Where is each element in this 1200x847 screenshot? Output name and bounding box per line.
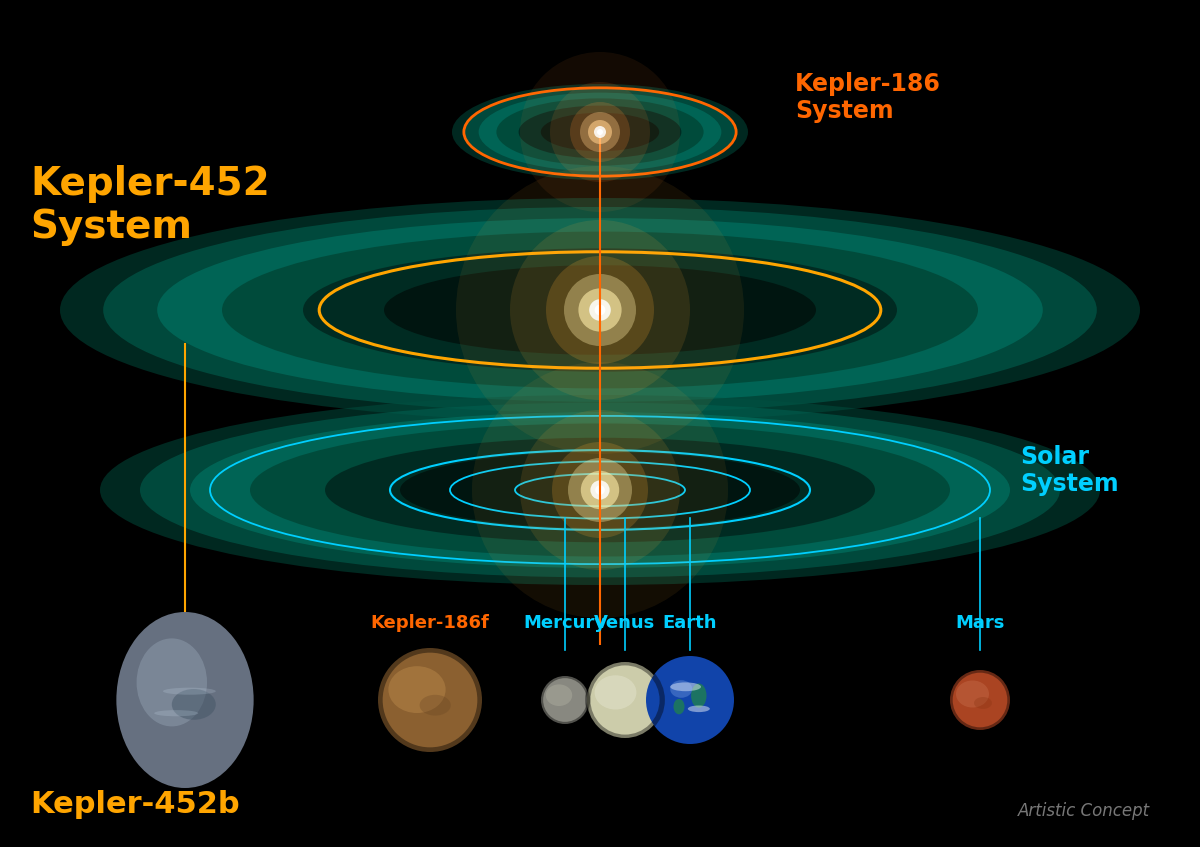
Ellipse shape — [479, 92, 721, 171]
Ellipse shape — [588, 120, 612, 144]
Ellipse shape — [598, 129, 604, 135]
Ellipse shape — [570, 102, 630, 162]
Ellipse shape — [564, 274, 636, 346]
Ellipse shape — [420, 695, 451, 716]
Ellipse shape — [302, 248, 898, 372]
Ellipse shape — [550, 82, 650, 182]
Ellipse shape — [581, 471, 619, 509]
Ellipse shape — [546, 684, 572, 706]
Ellipse shape — [956, 680, 989, 707]
Ellipse shape — [250, 424, 950, 556]
Text: Venus: Venus — [594, 614, 655, 632]
Text: Mercury: Mercury — [523, 614, 606, 632]
Text: Kepler-186f: Kepler-186f — [371, 614, 490, 632]
Ellipse shape — [456, 166, 744, 454]
Ellipse shape — [389, 667, 445, 713]
Ellipse shape — [587, 662, 662, 738]
Ellipse shape — [472, 362, 728, 618]
Ellipse shape — [546, 256, 654, 364]
Ellipse shape — [671, 680, 692, 698]
Ellipse shape — [594, 126, 606, 138]
Ellipse shape — [595, 305, 606, 315]
Ellipse shape — [190, 412, 1010, 567]
Ellipse shape — [378, 648, 482, 752]
Ellipse shape — [400, 452, 800, 528]
Ellipse shape — [497, 98, 703, 166]
Ellipse shape — [595, 675, 636, 710]
Ellipse shape — [172, 689, 216, 720]
Ellipse shape — [510, 220, 690, 400]
Ellipse shape — [590, 480, 610, 500]
Text: Kepler-452b: Kepler-452b — [30, 790, 240, 819]
Text: Earth: Earth — [662, 614, 718, 632]
Ellipse shape — [568, 458, 632, 522]
Ellipse shape — [100, 395, 1100, 585]
Text: Kepler-186
System: Kepler-186 System — [796, 72, 941, 123]
Ellipse shape — [103, 207, 1097, 413]
Text: Mars: Mars — [955, 614, 1004, 632]
Text: Kepler-452
System: Kepler-452 System — [30, 165, 270, 246]
Ellipse shape — [157, 219, 1043, 401]
Ellipse shape — [589, 299, 611, 321]
Ellipse shape — [384, 265, 816, 355]
Ellipse shape — [60, 198, 1140, 422]
Ellipse shape — [541, 113, 659, 152]
Ellipse shape — [671, 683, 701, 691]
Ellipse shape — [580, 112, 620, 152]
Ellipse shape — [137, 639, 208, 727]
Ellipse shape — [140, 402, 1060, 578]
Ellipse shape — [541, 676, 589, 724]
Ellipse shape — [950, 670, 1010, 730]
Ellipse shape — [688, 706, 710, 712]
Ellipse shape — [578, 288, 622, 331]
Ellipse shape — [518, 106, 682, 158]
Ellipse shape — [116, 612, 253, 788]
Ellipse shape — [520, 52, 680, 212]
Ellipse shape — [691, 684, 707, 708]
Ellipse shape — [154, 710, 198, 717]
Ellipse shape — [464, 88, 736, 176]
Ellipse shape — [595, 485, 605, 495]
Ellipse shape — [452, 84, 748, 180]
Ellipse shape — [673, 699, 684, 714]
Text: Solar
System: Solar System — [1020, 445, 1118, 495]
Ellipse shape — [552, 442, 648, 538]
Ellipse shape — [222, 231, 978, 389]
Text: Artistic Concept: Artistic Concept — [1018, 802, 1150, 820]
Ellipse shape — [325, 438, 875, 542]
Ellipse shape — [520, 410, 680, 570]
Ellipse shape — [163, 688, 216, 695]
Ellipse shape — [974, 697, 992, 709]
Ellipse shape — [646, 656, 734, 744]
